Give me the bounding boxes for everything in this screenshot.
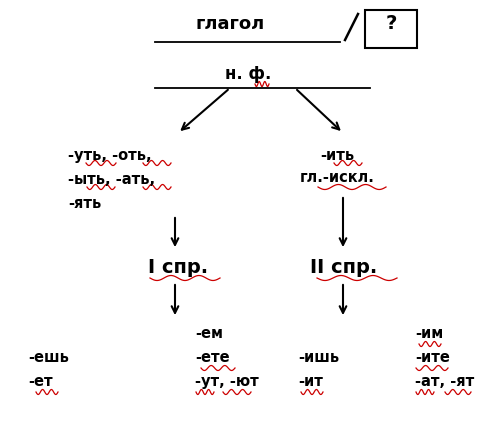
Text: -ять: -ять: [68, 196, 101, 211]
Text: -им: -им: [415, 326, 443, 341]
Text: -ите: -ите: [415, 350, 450, 365]
Text: -ете: -ете: [195, 350, 230, 365]
Text: -ить: -ить: [320, 148, 354, 163]
Text: II спр.: II спр.: [310, 258, 377, 277]
Text: -ит: -ит: [298, 374, 323, 389]
Text: -ишь: -ишь: [298, 350, 339, 365]
Text: -ат, -ят: -ат, -ят: [415, 374, 474, 389]
Text: глагол: глагол: [195, 15, 265, 33]
FancyBboxPatch shape: [365, 10, 417, 48]
Text: ?: ?: [385, 14, 397, 33]
Text: -ет: -ет: [28, 374, 53, 389]
Text: -ыть, -ать,: -ыть, -ать,: [68, 172, 155, 187]
Text: -уть, -оть,: -уть, -оть,: [68, 148, 151, 163]
Text: н. ф.: н. ф.: [225, 65, 271, 83]
Text: -ут, -ют: -ут, -ют: [195, 374, 259, 389]
Text: -ем: -ем: [195, 326, 223, 341]
Text: I спр.: I спр.: [148, 258, 208, 277]
Text: -ешь: -ешь: [28, 350, 69, 365]
Text: гл.-искл.: гл.-искл.: [300, 170, 375, 185]
